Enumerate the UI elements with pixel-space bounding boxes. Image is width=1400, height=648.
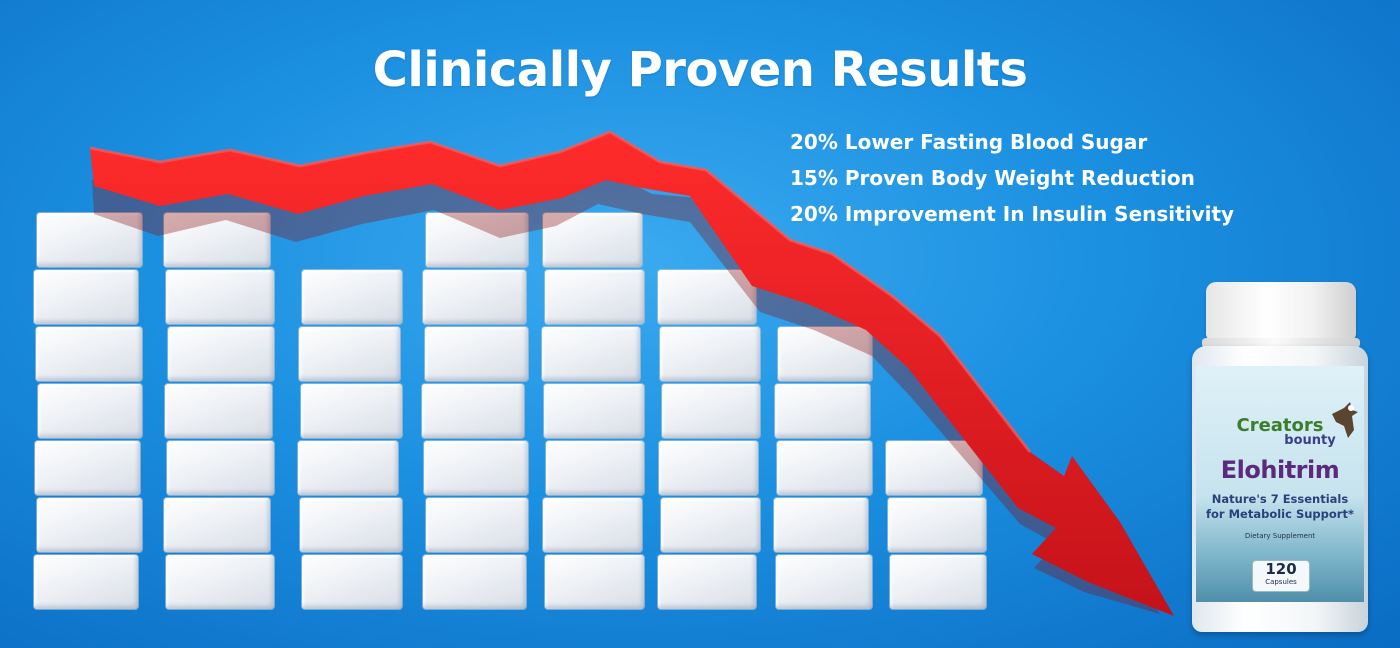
bottle-body: Creators bounty Elohitrim Nature's 7 Ess… [1192,346,1368,632]
sugar-cube [426,498,528,552]
sugar-cube [168,327,274,381]
arrow-highlight [89,130,1032,453]
benefit-item: 15% Proven Body Weight Reduction [790,166,1195,190]
product-tagline: Nature's 7 Essentials for Metabolic Supp… [1196,492,1364,522]
sugar-cube [886,441,982,495]
sugar-cube [299,327,400,381]
sugar-cube [165,384,272,438]
tagline-line: for Metabolic Support* [1206,507,1354,521]
sugar-cube [890,555,986,609]
product-label: Creators bounty Elohitrim Nature's 7 Ess… [1196,366,1364,602]
sugar-cube [34,555,138,609]
sugar-cube [424,441,528,495]
sugar-cube [659,441,758,495]
capsule-count-badge: 120 Capsules [1252,560,1310,592]
sugar-cube [778,327,872,381]
sugar-cube [776,555,872,609]
sugar-cube [167,441,274,495]
brand-subname: bounty [1284,433,1336,448]
bottle-cap [1202,282,1360,348]
sugar-cube [166,555,274,609]
sugar-cube [662,384,760,438]
sugar-cube [777,441,872,495]
sugar-cube [164,498,270,552]
eagle-icon [1332,402,1358,438]
sugar-cube [660,327,760,381]
sugar-cube [546,441,644,495]
brand-name: Creators [1236,415,1324,436]
arrow-shadow [92,168,1160,614]
sugar-cube [34,270,138,324]
sugar-cube [658,555,756,609]
sugar-cube [166,270,274,324]
sugar-cube [542,327,640,381]
sugar-cube [425,327,528,381]
sugar-cube [888,498,986,552]
sugar-cube [423,555,526,609]
sugar-cube [37,498,142,552]
sugar-cube [423,270,526,324]
sugar-cube [302,555,402,609]
sugar-cube [543,213,642,267]
product-name: Elohitrim [1220,456,1340,484]
sugar-cube [164,213,270,267]
sugar-cube [302,270,402,324]
benefit-item: 20% Improvement In Insulin Sensitivity [790,202,1235,226]
product-category: Dietary Supplement [1244,532,1316,540]
sugar-cube [774,498,868,552]
sugar-cube [661,498,760,552]
product-bottle: Creators bounty Elohitrim Nature's 7 Ess… [1190,282,1370,632]
sugar-cube [35,441,140,495]
capsule-count: 120 [1265,560,1297,578]
sugar-cube [658,270,756,324]
sugar-cube [545,270,644,324]
page-title: Clinically Proven Results [372,42,1028,98]
sugar-cube [422,384,524,438]
benefit-item: 20% Lower Fasting Blood Sugar [790,130,1148,154]
benefit-list: 20% Lower Fasting Blood Sugar 15% Proven… [790,124,1234,232]
sugar-cube [426,213,528,267]
sugar-cube [301,384,402,438]
sugar-cube [298,441,398,495]
tagline-line: Nature's 7 Essentials [1211,492,1349,506]
sugar-cube [300,498,402,552]
sugar-cube [543,498,642,552]
sugar-cube [545,555,644,609]
arrow-body [90,132,1174,616]
sugar-cube [36,327,142,381]
sugar-cube [37,213,142,267]
sugar-cube [38,384,142,438]
sugar-cube [544,384,644,438]
sugar-cube [775,384,870,438]
capsule-unit: Capsules [1265,578,1297,586]
